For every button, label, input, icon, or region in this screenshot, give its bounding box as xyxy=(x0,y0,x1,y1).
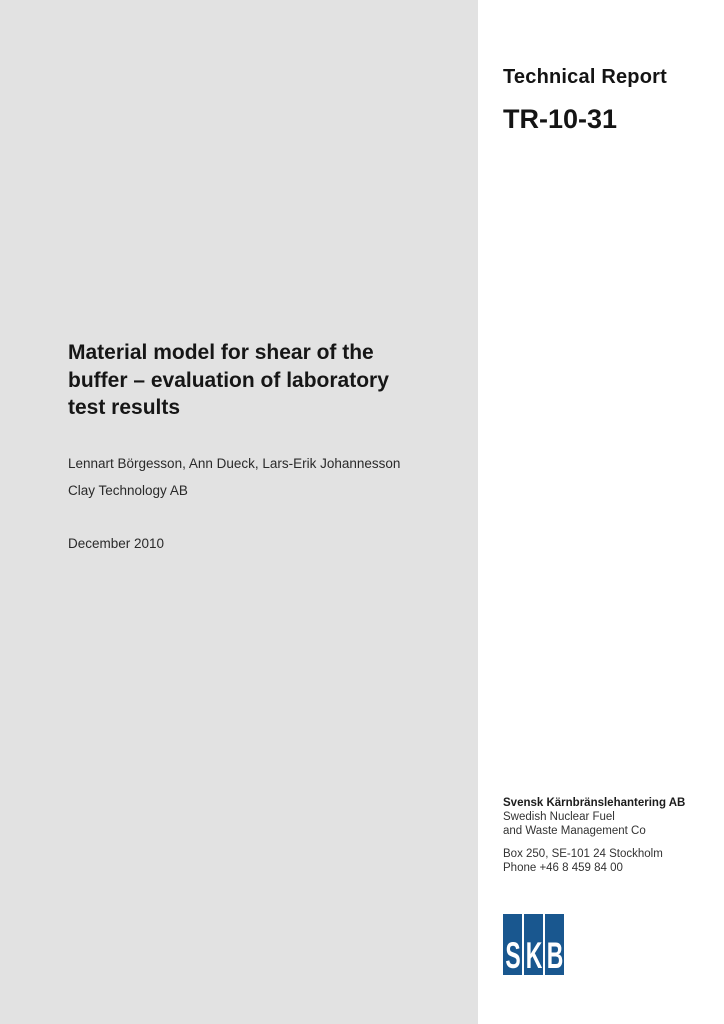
publisher-block: Svensk Kärnbränslehantering AB Swedish N… xyxy=(503,796,713,875)
publisher-phone: Phone +46 8 459 84 00 xyxy=(503,862,623,874)
report-header: Technical Report TR-10-31 xyxy=(503,66,713,135)
report-title: Material model for shear of the buffer –… xyxy=(68,339,458,422)
report-title-line-1: Material model for shear of the xyxy=(68,341,374,364)
publisher-name-line-2: and Waste Management Co xyxy=(503,825,646,837)
skb-logo-letter-s: S xyxy=(504,935,521,976)
report-number: TR-10-31 xyxy=(503,104,618,134)
skb-logo-letter-k: K xyxy=(525,935,542,976)
title-block: Material model for shear of the buffer –… xyxy=(68,339,458,422)
cover-left-panel xyxy=(0,0,478,1024)
affiliation: Clay Technology AB xyxy=(68,483,188,498)
publisher-contact: Box 250, SE-101 24 Stockholm Phone +46 8… xyxy=(503,847,713,875)
skb-logo-bar-3: B xyxy=(545,914,564,975)
report-title-line-2: buffer – evaluation of laboratory xyxy=(68,368,389,392)
report-title-line-3: test results xyxy=(68,396,181,419)
publisher-address: Box 250, SE-101 24 Stockholm xyxy=(503,848,663,860)
authors: Lennart Börgesson, Ann Dueck, Lars-Erik … xyxy=(68,456,401,471)
skb-logo-letter-b: B xyxy=(546,935,563,976)
skb-logo-bar-2: K xyxy=(524,914,543,975)
report-type-label: Technical Report xyxy=(503,66,667,88)
publication-date: December 2010 xyxy=(68,536,165,551)
skb-logo-bar-1: S xyxy=(503,914,522,975)
publisher-name-line-1: Swedish Nuclear Fuel xyxy=(503,811,615,823)
publisher-company-name: Svensk Kärnbränslehantering AB xyxy=(503,797,686,809)
skb-logo: S K B xyxy=(503,914,564,975)
